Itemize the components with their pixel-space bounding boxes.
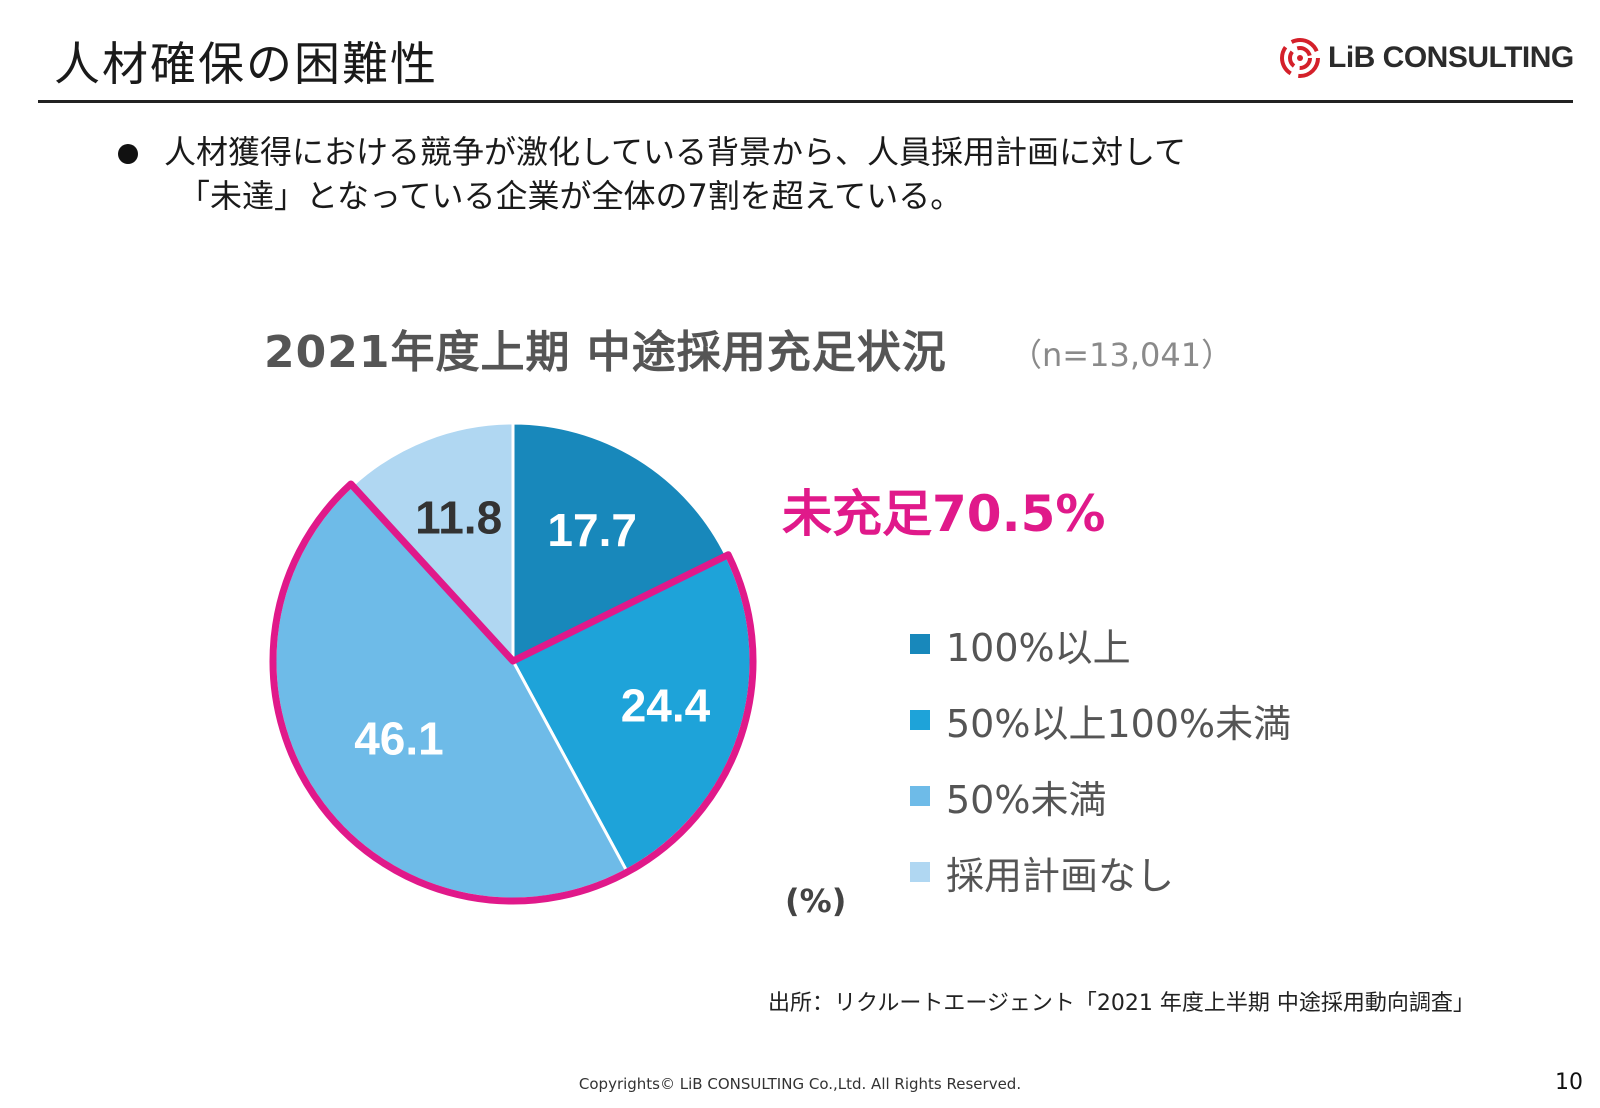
- chart-legend: 100%以上 50%以上100%未満 50%未満 採用計画なし: [910, 606, 1291, 910]
- chart-sample-size: （n=13,041）: [1010, 336, 1234, 374]
- company-logo: LiB CONSULTING: [1280, 34, 1574, 82]
- pie-slice: [350, 421, 515, 665]
- legend-item: 50%以上100%未満: [910, 682, 1291, 758]
- legend-swatch: [910, 862, 930, 882]
- source-note: 出所：リクルートエージェント「2021 年度上半期 中途採用動向調査」: [768, 991, 1475, 1016]
- unit-label: (%): [785, 882, 847, 920]
- title-divider: [38, 100, 1573, 103]
- bullet-point: 人材獲得における競争が激化している背景から、人員採用計画に対して 「未達」となっ…: [118, 130, 1186, 218]
- legend-label: 50%以上100%未満: [946, 701, 1292, 746]
- page-number: 10: [1555, 1070, 1583, 1095]
- slice-value-label: 24.4: [621, 680, 711, 732]
- legend-label: 50%未満: [946, 777, 1107, 822]
- logo-text: LiB CONSULTING: [1328, 41, 1574, 74]
- bullet-text: 人材獲得における競争が激化している背景から、人員採用計画に対して 「未達」となっ…: [164, 130, 1186, 218]
- legend-label: 採用計画なし: [946, 853, 1175, 898]
- legend-swatch: [910, 786, 930, 806]
- bullet-line: 人材獲得における競争が激化している背景から、人員採用計画に対して: [164, 133, 1187, 171]
- legend-swatch: [910, 710, 930, 730]
- chart-title: 2021年度上期 中途採用充足状況: [264, 327, 947, 378]
- copyright: Copyrights© LiB CONSULTING Co.,Ltd. All …: [578, 1075, 1022, 1093]
- slice-value-label: 17.7: [547, 504, 637, 556]
- bullet-dot-icon: [118, 144, 138, 164]
- legend-swatch: [910, 634, 930, 654]
- page-title: 人材確保の困難性: [54, 37, 438, 91]
- legend-item: 100%以上: [910, 606, 1291, 682]
- unfilled-highlight-outline: [269, 480, 757, 905]
- legend-item: 採用計画なし: [910, 834, 1291, 910]
- slice-value-label: 11.8: [415, 491, 502, 543]
- bullet-line: 「未達」となっている企業が全体の7割を超えている。: [178, 177, 963, 215]
- legend-item: 50%未満: [910, 758, 1291, 834]
- unfilled-total-label: 未充足70.5%: [782, 485, 1106, 543]
- pie-slice: [511, 421, 729, 664]
- slice-value-label: 46.1: [354, 712, 444, 764]
- logo-swirl-icon: [1280, 38, 1320, 78]
- legend-label: 100%以上: [946, 625, 1131, 670]
